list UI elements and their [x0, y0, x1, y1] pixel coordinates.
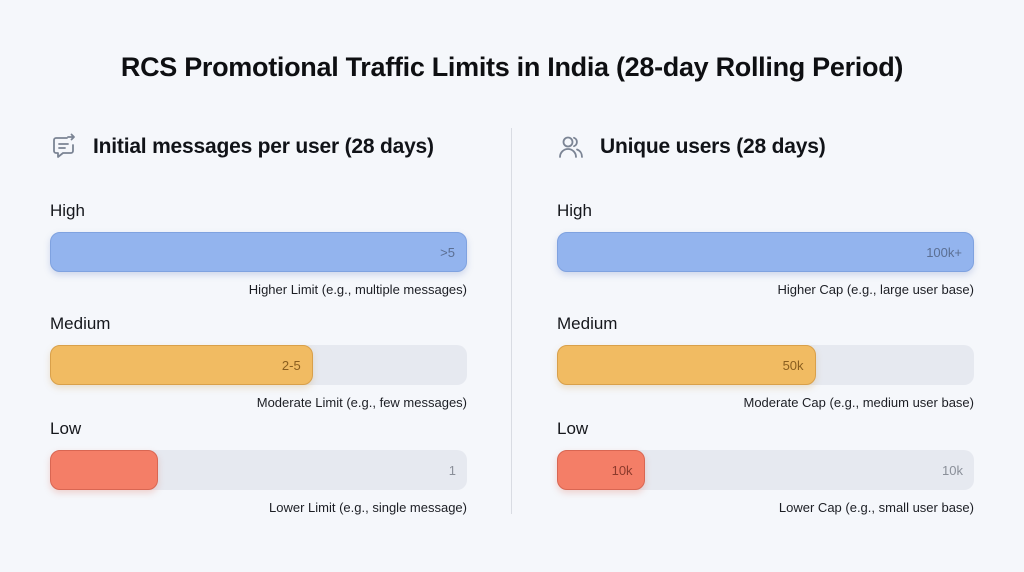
- bar-track: 1: [50, 450, 467, 490]
- bar-row-low: Low 10k 10k Lower Cap (e.g., small user …: [557, 418, 974, 517]
- track-value: 1: [448, 462, 456, 478]
- bar-fill-high: 100k+: [557, 232, 974, 272]
- row-label: Medium: [557, 314, 618, 333]
- panel-unique-users: Unique users (28 days) High 100k+ Higher…: [557, 128, 974, 515]
- panel-title: Unique users (28 days): [600, 135, 826, 158]
- panel-title: Initial messages per user (28 days): [93, 135, 434, 158]
- users-icon: [557, 133, 585, 161]
- panel-initial-messages: Initial messages per user (28 days) High…: [50, 128, 467, 515]
- row-label: Medium: [50, 314, 111, 333]
- row-caption: Higher Limit (e.g., multiple messages): [248, 282, 467, 297]
- page-title: RCS Promotional Traffic Limits in India …: [120, 52, 904, 82]
- bar-fill-low: [50, 450, 159, 490]
- bar-row-medium: Medium 50k Moderate Cap (e.g., medium us…: [557, 313, 974, 412]
- bar-value: >5: [440, 244, 455, 260]
- row-caption: Moderate Limit (e.g., few messages): [256, 395, 467, 410]
- panel-header: Unique users (28 days): [557, 128, 974, 166]
- message-forward-icon: [50, 133, 78, 161]
- bar-row-high: High >5 Higher Limit (e.g., multiple mes…: [50, 200, 467, 299]
- bar-track: 10k 10k: [557, 450, 974, 490]
- bar-value: 10k: [611, 462, 633, 478]
- bar-fill-medium: 50k: [557, 345, 816, 385]
- bar-fill-medium: 2-5: [50, 345, 313, 385]
- row-label: Low: [557, 419, 589, 438]
- row-caption: Lower Limit (e.g., single message): [269, 500, 467, 515]
- row-caption: Lower Cap (e.g., small user base): [778, 500, 974, 515]
- track-value: 10k: [942, 462, 963, 478]
- bar-track: >5: [50, 232, 467, 272]
- bar-track: 50k: [557, 345, 974, 385]
- bar-value: 50k: [782, 357, 804, 373]
- bar-track: 2-5: [50, 345, 467, 385]
- panel-divider: [511, 128, 512, 514]
- bar-fill-low: 10k: [557, 450, 645, 490]
- panel-header: Initial messages per user (28 days): [50, 128, 467, 166]
- row-label: High: [557, 201, 592, 220]
- bar-value: 100k+: [926, 244, 962, 260]
- row-label: Low: [50, 419, 82, 438]
- bar-row-high: High 100k+ Higher Cap (e.g., large user …: [557, 200, 974, 299]
- bar-row-low: Low 1 Lower Limit (e.g., single message): [50, 418, 467, 517]
- bar-row-medium: Medium 2-5 Moderate Limit (e.g., few mes…: [50, 313, 467, 412]
- bar-track: 100k+: [557, 232, 974, 272]
- row-label: High: [50, 201, 85, 220]
- bar-fill-high: >5: [50, 232, 467, 272]
- bar-value: 2-5: [281, 357, 301, 373]
- row-caption: Higher Cap (e.g., large user base): [777, 282, 974, 297]
- row-caption: Moderate Cap (e.g., medium user base): [743, 395, 975, 410]
